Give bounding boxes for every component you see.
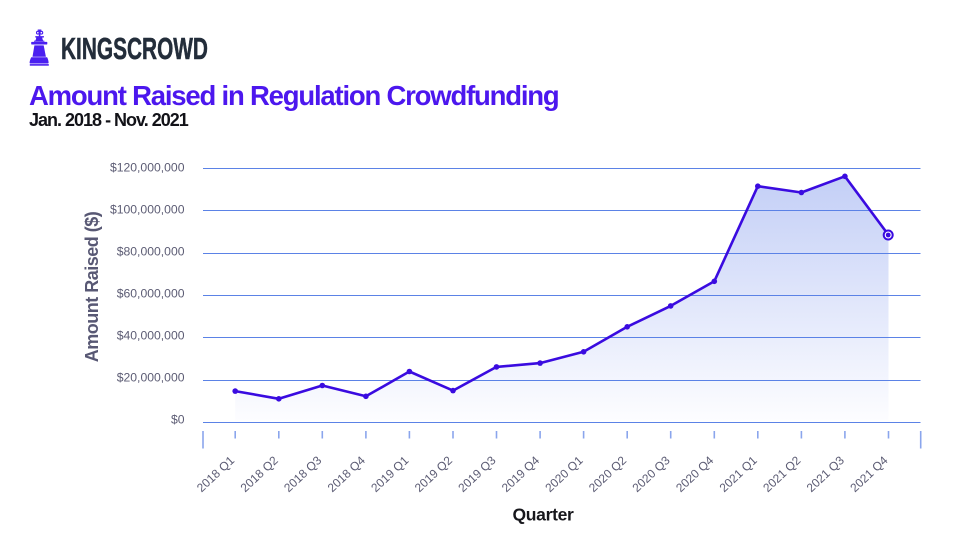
svg-text:2021 Q4: 2021 Q4 [847, 453, 890, 495]
svg-text:$20,000,000: $20,000,000 [117, 371, 185, 385]
svg-text:Amount Raised ($): Amount Raised ($) [82, 211, 102, 362]
svg-text:2019 Q4: 2019 Q4 [499, 453, 542, 495]
svg-text:$40,000,000: $40,000,000 [117, 329, 185, 343]
svg-text:2018 Q1: 2018 Q1 [194, 453, 237, 495]
svg-text:2020 Q3: 2020 Q3 [630, 453, 673, 495]
svg-text:2018 Q3: 2018 Q3 [281, 453, 324, 495]
svg-text:$120,000,000: $120,000,000 [110, 160, 185, 174]
svg-text:$80,000,000: $80,000,000 [117, 244, 185, 258]
svg-text:2020 Q1: 2020 Q1 [542, 453, 585, 495]
svg-text:2021 Q2: 2021 Q2 [760, 453, 803, 495]
svg-text:2018 Q4: 2018 Q4 [325, 453, 368, 495]
svg-text:2021 Q3: 2021 Q3 [804, 453, 847, 495]
svg-text:2019 Q1: 2019 Q1 [368, 453, 411, 495]
svg-text:2019 Q2: 2019 Q2 [412, 453, 455, 495]
svg-text:2018 Q2: 2018 Q2 [238, 453, 281, 495]
svg-text:2021 Q1: 2021 Q1 [717, 453, 760, 495]
svg-text:$100,000,000: $100,000,000 [110, 202, 185, 216]
svg-text:Quarter: Quarter [512, 505, 574, 525]
svg-text:$0: $0 [171, 413, 185, 427]
svg-text:$60,000,000: $60,000,000 [117, 287, 185, 301]
svg-text:2020 Q4: 2020 Q4 [673, 453, 716, 495]
svg-text:2019 Q3: 2019 Q3 [455, 453, 498, 495]
svg-text:2020 Q2: 2020 Q2 [586, 453, 629, 495]
